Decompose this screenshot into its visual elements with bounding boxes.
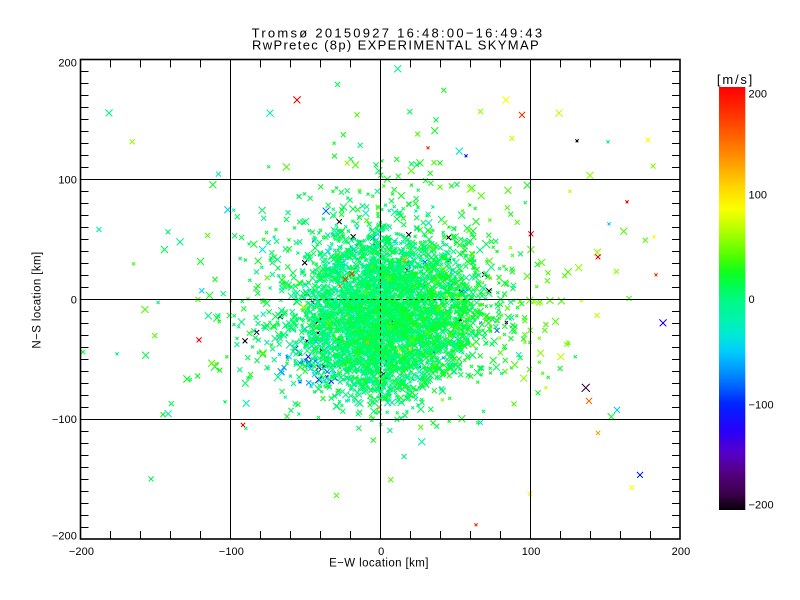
svg-text:0: 0 [749, 294, 755, 306]
svg-text:RwPretec (8p) EXPERIMENTAL SKY: RwPretec (8p) EXPERIMENTAL SKYMAP [252, 38, 540, 53]
svg-text:100: 100 [58, 174, 77, 186]
svg-text:0: 0 [378, 546, 384, 558]
svg-text:0: 0 [71, 294, 77, 306]
svg-text:200: 200 [58, 57, 77, 69]
svg-text:−100: −100 [219, 546, 244, 558]
svg-text:−200: −200 [749, 499, 774, 511]
svg-text:100: 100 [749, 190, 768, 202]
svg-text:−200: −200 [52, 530, 77, 542]
svg-text:E−W location [km]: E−W location [km] [329, 558, 429, 570]
svg-text:100: 100 [522, 546, 541, 558]
svg-text:200: 200 [672, 546, 691, 558]
svg-text:[m/s]: [m/s] [717, 72, 754, 87]
svg-text:200: 200 [749, 88, 768, 100]
svg-text:−100: −100 [52, 414, 77, 426]
svg-text:−200: −200 [69, 546, 94, 558]
svg-text:Tromsø 20150927 16:48:00−16:49: Tromsø 20150927 16:48:00−16:49:43 [252, 26, 545, 41]
svg-text:−100: −100 [749, 399, 774, 411]
svg-text:N−S location [km]: N−S location [km] [32, 251, 44, 348]
